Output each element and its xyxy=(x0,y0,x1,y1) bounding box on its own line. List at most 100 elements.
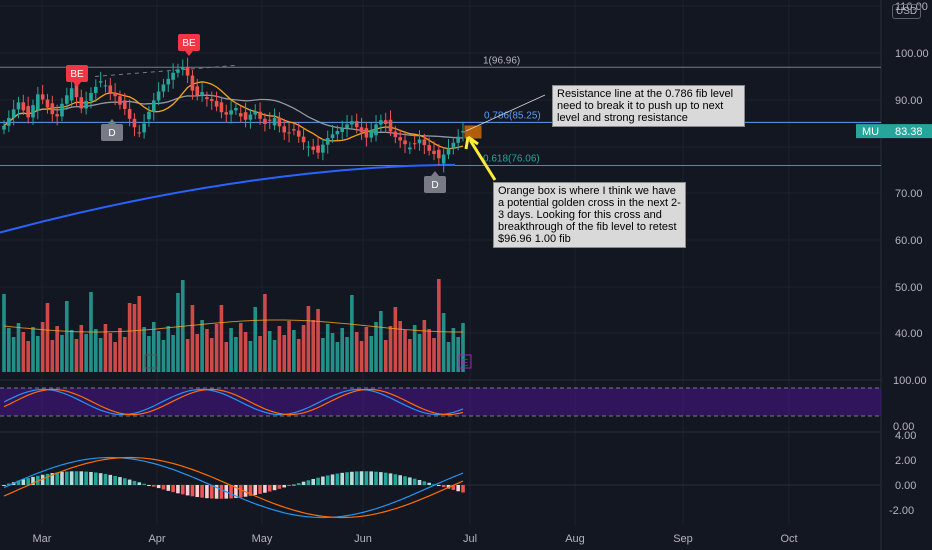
time-tick: Sep xyxy=(673,533,693,545)
macd-tick: 0.00 xyxy=(895,480,916,492)
macd-hist-bar xyxy=(408,477,412,485)
candle-body xyxy=(267,119,272,121)
price-tick: 50.00 xyxy=(895,282,923,294)
candle-body xyxy=(147,111,151,120)
macd-hist-bar xyxy=(214,485,219,499)
volume-bar xyxy=(161,340,166,372)
volume-bar xyxy=(456,337,460,372)
macd-hist-bar xyxy=(180,485,185,495)
candle-body xyxy=(403,140,407,145)
volume-bar xyxy=(446,342,451,372)
volume-bar xyxy=(234,337,238,372)
volume-bar xyxy=(147,336,151,372)
event-flag-label: BE xyxy=(70,69,84,80)
candle-body xyxy=(108,85,113,93)
macd-panel xyxy=(0,456,881,519)
volume-bar xyxy=(379,311,383,372)
macd-hist-bar xyxy=(21,479,26,485)
macd-hist-bar xyxy=(412,478,417,485)
macd-hist-bar xyxy=(263,485,267,493)
candle-body xyxy=(354,121,359,128)
macd-hist-bar xyxy=(171,485,175,493)
volume-bar xyxy=(205,329,209,372)
resistance-annotation[interactable]: Resistance line at the 0.786 fib level n… xyxy=(552,85,745,127)
volume-bar xyxy=(219,305,224,372)
candle-body xyxy=(21,102,26,111)
volume-bar xyxy=(156,331,161,372)
macd-hist-bar xyxy=(16,480,21,485)
volume-bar xyxy=(340,328,345,372)
macd-hist-bar xyxy=(393,474,398,485)
fib-label: 0.786(85.25) xyxy=(484,110,541,121)
candle-body xyxy=(282,126,287,133)
volume-bar xyxy=(427,329,431,372)
volume-bar xyxy=(11,337,16,372)
macd-hist-bar xyxy=(166,485,171,491)
arrow-head xyxy=(464,135,479,150)
macd-hist-bar xyxy=(190,485,195,497)
macd-hist-bar xyxy=(248,485,253,496)
candle-body xyxy=(205,97,209,100)
macd-hist-bar xyxy=(195,485,200,498)
macd-hist-bar xyxy=(311,478,316,485)
volume-bar xyxy=(21,332,26,372)
candle-body xyxy=(7,117,11,126)
macd-hist-bar xyxy=(272,485,277,491)
macd-hist-bar xyxy=(122,478,127,485)
volume-bar xyxy=(94,329,98,372)
candle-body xyxy=(311,146,316,150)
candle-body xyxy=(45,99,50,108)
candle-body xyxy=(137,132,142,134)
candle-body xyxy=(132,118,137,128)
volume-bar xyxy=(441,313,446,372)
currency-badge[interactable]: USD xyxy=(892,4,922,19)
volume-bar xyxy=(292,330,296,372)
candle-body xyxy=(369,130,373,138)
macd-hist-bar xyxy=(461,485,465,493)
macd-hist-bar xyxy=(40,474,45,485)
macd-hist-bar xyxy=(31,476,35,485)
candle-body xyxy=(374,124,378,136)
macd-hist-bar xyxy=(267,485,272,492)
candle-body xyxy=(243,112,248,120)
macd-hist-bar xyxy=(36,475,40,485)
candle-body xyxy=(79,97,84,109)
macd-hist-bar xyxy=(422,481,427,485)
volume-bar xyxy=(437,279,441,372)
time-axis: Mar Apr May Jun Jul Aug Sep Oct xyxy=(33,533,798,545)
earnings-marker-old xyxy=(144,354,158,369)
volume-bar xyxy=(258,336,262,372)
stoch-d-line xyxy=(3,388,464,416)
volume-bar xyxy=(40,322,45,372)
volume-bar xyxy=(451,328,456,372)
macd-hist-bar xyxy=(364,471,369,485)
candle-body xyxy=(277,117,282,127)
earnings-label: E xyxy=(462,358,469,369)
candle-body xyxy=(253,111,258,115)
volume-bar xyxy=(60,335,64,372)
macd-hist-bar xyxy=(321,476,325,485)
macd-hist-bar xyxy=(200,485,204,498)
price-tick: 40.00 xyxy=(895,328,923,340)
macd-hist-bar xyxy=(243,485,248,497)
stoch-tick: 100.00 xyxy=(893,375,927,387)
macd-hist-bar xyxy=(350,471,354,485)
volume-bar xyxy=(388,326,393,372)
volume-bar xyxy=(214,324,219,372)
candle-body xyxy=(200,92,204,96)
fib-label: 0.618(76.06) xyxy=(483,154,540,165)
volume-bar xyxy=(84,334,88,372)
candle-body xyxy=(364,128,369,138)
volume-bar xyxy=(122,337,127,372)
macd-hist-bar xyxy=(345,472,349,485)
golden-cross-annotation[interactable]: Orange box is where I think we have a po… xyxy=(493,182,686,248)
volume-bars xyxy=(2,279,465,372)
event-flag-label: BE xyxy=(182,38,196,49)
volume-bar xyxy=(248,341,253,372)
candle-body xyxy=(98,81,103,83)
macd-hist-bar xyxy=(354,471,359,485)
volume-bar xyxy=(45,303,50,372)
candle-body xyxy=(176,69,180,73)
volume-bar xyxy=(79,325,84,372)
